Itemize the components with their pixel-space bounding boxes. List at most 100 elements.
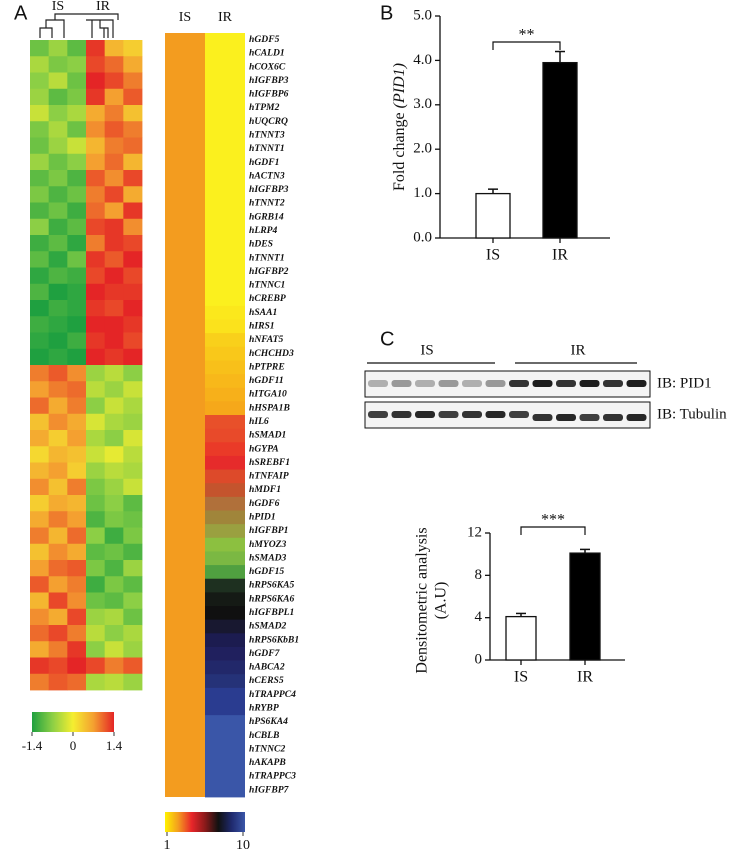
- blot-band: [532, 380, 553, 387]
- heatmap-cell: [86, 186, 106, 203]
- heatmap-cell: [123, 560, 143, 577]
- heatmap-cell: [30, 283, 50, 301]
- heatmap-cell: [205, 142, 245, 157]
- heatmap-cell: [30, 170, 50, 187]
- heatmap-cell: [205, 619, 245, 634]
- heatmap-cell: [205, 537, 245, 552]
- gene-label: hCHCHD3: [249, 348, 294, 359]
- blot-band: [415, 380, 435, 387]
- gene-label: hCREBP: [249, 293, 286, 304]
- heatmap-cell: [205, 578, 245, 593]
- heatmap-cell: [104, 478, 124, 496]
- heatmap-cell: [48, 365, 68, 382]
- heatmap-cell: [205, 510, 245, 525]
- heatmap-cell: [67, 348, 87, 366]
- heatmap-cell: [30, 446, 50, 463]
- heatmap-cell: [67, 511, 87, 528]
- gene-label: hIGFBP7: [249, 784, 290, 795]
- gene-label: hIGFBP1: [249, 525, 288, 536]
- colorbar-tick-label: 1.4: [106, 738, 123, 753]
- heatmap-cell: [30, 495, 50, 512]
- heatmap-cell: [123, 397, 143, 415]
- heatmap-cell: [205, 606, 245, 621]
- gene-label: hIGFBPL1: [249, 607, 294, 618]
- gene-label: hRPS6KA5: [249, 580, 295, 591]
- heatmap-cell: [104, 170, 124, 187]
- heatmap-cell: [104, 153, 124, 171]
- heatmap-cell: [205, 196, 245, 211]
- heatmap-cell: [123, 153, 143, 171]
- blot-band: [462, 411, 482, 418]
- gene-label: hTNNC2: [249, 743, 285, 754]
- blot-band: [626, 380, 647, 387]
- heatmap-cell: [67, 251, 87, 268]
- heatmap-cell: [104, 511, 124, 528]
- heatmap-cell: [205, 428, 245, 443]
- heatmap-cell: [30, 332, 50, 350]
- heatmap-cell: [30, 72, 50, 90]
- heatmap-cell: [67, 560, 87, 577]
- heatmap-cell: [67, 137, 87, 155]
- heatmap-cell: [67, 446, 87, 463]
- heatmap-cell: [30, 511, 50, 528]
- heatmap-cell: [67, 186, 87, 203]
- heatmap-cell: [48, 88, 68, 106]
- heatmap-cell: [86, 56, 106, 73]
- heatmap-cell: [67, 218, 87, 236]
- heatmap-cell: [67, 332, 87, 350]
- heatmap-cell: [86, 137, 106, 155]
- heatmap-cell: [86, 527, 106, 545]
- gene-label: hIGFBP3: [249, 75, 289, 86]
- blot-band: [509, 380, 529, 387]
- gene-label: hCBLB: [249, 730, 280, 741]
- gene-label: hCALD1: [249, 48, 285, 59]
- heatmap-cell: [205, 292, 245, 307]
- gene-label: hSAA1: [249, 307, 277, 318]
- heatmap-cell: [30, 560, 50, 577]
- heatmap-cell: [123, 251, 143, 268]
- heatmap-cell: [205, 742, 245, 757]
- heatmap-cell: [205, 319, 245, 334]
- blot-band: [579, 380, 600, 387]
- heatmap-cell: [48, 72, 68, 90]
- heatmap-cell: [104, 251, 124, 268]
- heatmap-cell: [48, 657, 68, 675]
- heatmap-cell: [48, 625, 68, 642]
- heatmap-cell: [48, 121, 68, 138]
- heatmap-cell: [48, 413, 68, 431]
- heatmap-cell: [86, 576, 106, 593]
- gene-label: hTNNT3: [249, 130, 285, 141]
- heatmap-cell: [48, 608, 68, 626]
- gene-label: hIGFBP3: [249, 184, 289, 195]
- heatmap-cell: [104, 218, 124, 236]
- heatmap-cell: [205, 46, 245, 61]
- heatmap-cell: [205, 264, 245, 279]
- heatmap-cell: [30, 543, 50, 561]
- heatmap-cell: [123, 72, 143, 90]
- blot-row-label: IB: Tubulin: [657, 406, 727, 422]
- heatmap-cell: [123, 235, 143, 252]
- heatmap-cell: [205, 251, 245, 266]
- heatmap-column: [165, 33, 205, 797]
- heatmap-cell: [123, 105, 143, 122]
- heatmap-cell: [30, 235, 50, 252]
- heatmap-cell: [205, 496, 245, 511]
- y-tick-label: 0.0: [413, 229, 432, 245]
- dendrogram-branches: [39, 13, 119, 38]
- gene-label: hAKAPB: [249, 757, 286, 768]
- heatmap-cell: [30, 218, 50, 236]
- heatmap-cell: [67, 56, 87, 73]
- heatmap-cell: [86, 495, 106, 512]
- heatmap-cell: [30, 625, 50, 642]
- heatmap-cell: [48, 673, 68, 691]
- heatmap-cell: [205, 278, 245, 293]
- heatmap-cell: [205, 769, 245, 784]
- heatmap-cell: [48, 446, 68, 463]
- heatmap-cell: [104, 397, 124, 415]
- heatmap-cell: [104, 332, 124, 350]
- heatmap-cell: [123, 332, 143, 350]
- heatmap-cell: [205, 114, 245, 129]
- heatmap-cell: [30, 267, 50, 285]
- heatmap-cell: [67, 625, 87, 642]
